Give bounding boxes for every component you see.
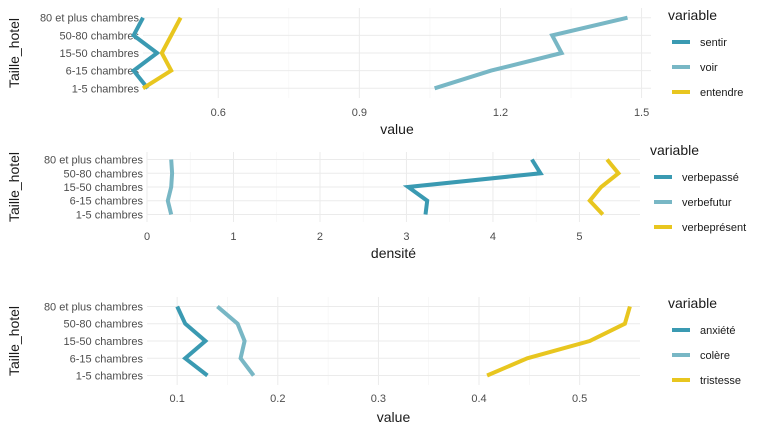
y-tick-label: 80 et plus chambres [44,155,144,167]
series-line-tristesse [486,305,632,378]
series-line-sentir [130,16,161,90]
x-tick-label: 1.2 [493,107,508,119]
y-tick-label: 15-50 chambres [64,182,144,194]
legend: variable verbepassé verbefutur verbeprésent [650,142,746,234]
series-line-entendre [141,16,183,90]
y-tick-label: 15-50 chambres [64,336,144,348]
x-tick-label: 0.2 [270,393,285,405]
x-tick-label: 3 [403,231,409,243]
y-tick-label: 80 et plus chambres [44,301,144,313]
legend-label-tristesse: tristesse [700,375,741,387]
legend-title: variable [668,7,717,23]
x-tick-label: 0.4 [471,393,486,405]
x-tick-label: 5 [576,231,582,243]
x-tick-label: 0 [144,231,150,243]
series-line-verbeprésent [587,158,622,216]
x-tick-label: 0.6 [211,107,226,119]
y-tick-label: 15-50 chambres [60,48,140,60]
y-tick-label: 6-15 chambres [70,196,144,208]
legend: variable sentir voir entendre [668,7,743,99]
y-axis-title: Taille_hotel [6,152,22,222]
x-axis-title: value [377,409,411,425]
y-tick-label: 1-5 chambres [72,83,140,95]
x-axis-title: densité [371,245,416,261]
series-line-anxiété [175,305,209,378]
y-tick-label: 1-5 chambres [76,371,144,383]
x-tick-label: 0.3 [371,393,386,405]
chart-panel-1: 1-5 chambres 6-15 chambres 15-50 chambres 5… [6,7,743,137]
series-line-colère [216,304,256,377]
legend-label-verbepassé: verbepassé [682,172,739,184]
series-line-verbefutur [165,159,175,215]
y-tick-label: 80 et plus chambres [40,13,140,25]
legend-label-verbefutur: verbefutur [682,197,732,209]
y-tick-label: 50-80 chambres [64,319,144,331]
series-line-voir [434,15,628,91]
legend-label-entendre: entendre [700,87,743,99]
y-tick-label: 50-80 chambres [60,30,140,42]
series-line-verbepassé [402,158,544,215]
legend-label-anxiété: anxiété [700,325,735,337]
x-tick-label: 1.5 [634,107,649,119]
x-tick-label: 0.9 [352,107,367,119]
x-tick-label: 0.5 [572,393,587,405]
y-tick-label: 1-5 chambres [76,209,144,221]
y-axis-title: Taille_hotel [6,306,22,376]
legend: variable anxiété colère tristesse [668,295,741,387]
y-tick-label: 50-80 chambres [64,168,144,180]
y-tick-label: 6-15 chambres [70,353,144,365]
x-tick-label: 1 [230,231,236,243]
legend-label-colère: colère [700,350,730,362]
legend-label-voir: voir [700,62,718,74]
x-tick-label: 0.1 [170,393,185,405]
y-axis-title: Taille_hotel [6,18,22,88]
x-axis-title: value [380,121,414,137]
legend-label-sentir: sentir [700,37,727,49]
x-tick-label: 2 [317,231,323,243]
x-tick-label: 4 [490,231,496,243]
legend-label-verbeprésent: verbeprésent [682,222,746,234]
legend-title: variable [668,295,717,311]
chart-panel-3: 1-5 chambres 6-15 chambres 15-50 chambres 5… [6,295,741,425]
y-tick-label: 6-15 chambres [66,66,140,78]
legend-title: variable [650,142,699,158]
